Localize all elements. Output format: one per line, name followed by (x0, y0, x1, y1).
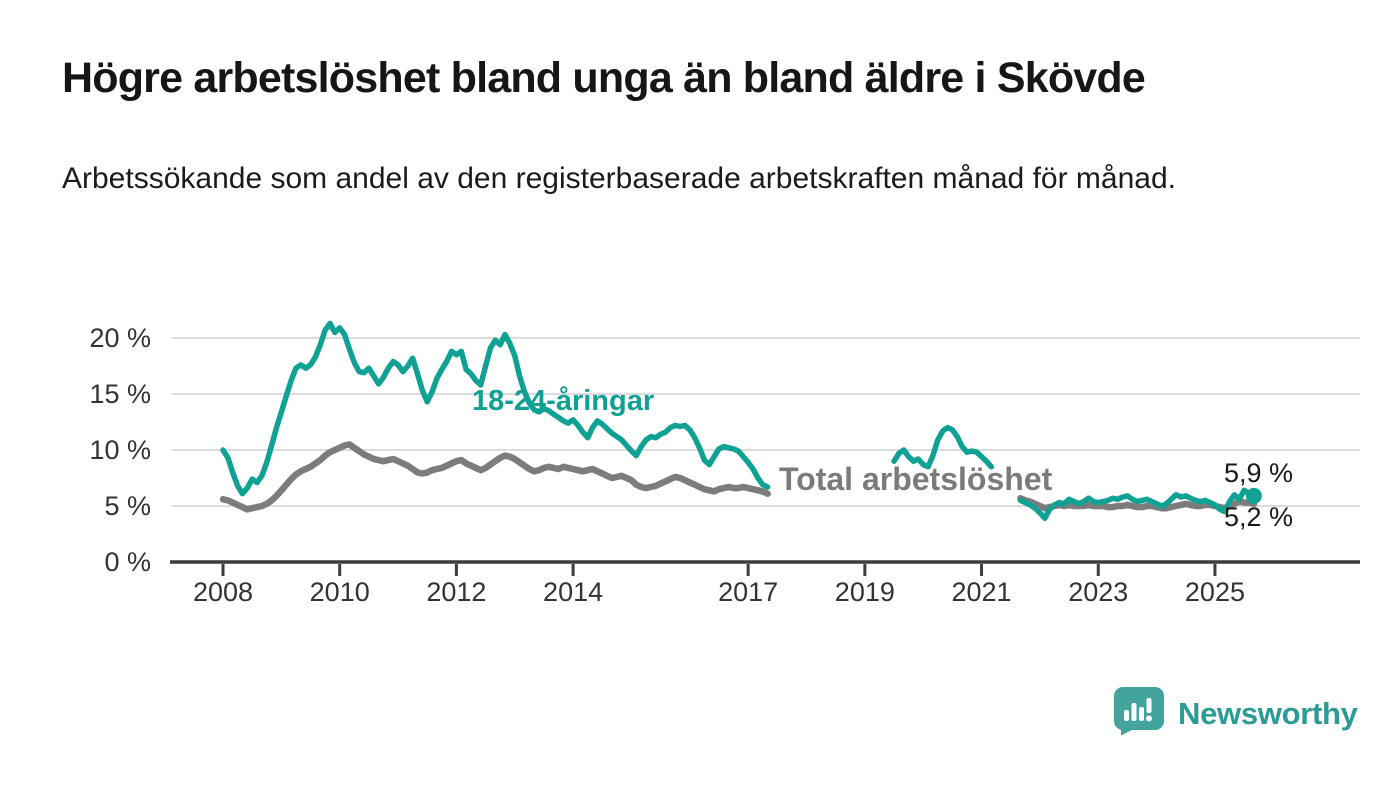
x-tick-label: 2023 (1068, 577, 1128, 607)
series-label-total: Total arbetslöshet (779, 461, 1053, 497)
y-tick-label: 10 % (89, 435, 151, 465)
x-tick-label: 2014 (543, 577, 603, 607)
x-tick-label: 2017 (718, 577, 778, 607)
logo-text: Newsworthy (1178, 695, 1358, 731)
y-tick-label: 5 % (104, 491, 151, 521)
x-tick-label: 2025 (1185, 577, 1245, 607)
end-dot-youth (1245, 487, 1262, 504)
page-subtitle: Arbetssökande som andel av den registerb… (62, 162, 1176, 195)
page-title: Högre arbetslöshet bland unga än bland ä… (62, 54, 1146, 102)
x-tick-label: 2021 (952, 577, 1012, 607)
x-tick-label: 2012 (426, 577, 486, 607)
newsworthy-speech-bubble-chart-icon (1113, 686, 1165, 741)
y-tick-label: 0 % (104, 547, 151, 577)
x-tick-label: 2010 (310, 577, 370, 607)
series-label-youth: 18-24-åringar (472, 385, 655, 417)
y-tick-label: 15 % (89, 379, 151, 409)
end-value-label-youth: 5,9 % (1224, 458, 1294, 488)
x-tick-label: 2008 (193, 577, 253, 607)
newsworthy-logo: Newsworthy (1113, 686, 1358, 741)
chart-line-youth (220, 320, 1257, 522)
end-value-label-total: 5,2 % (1224, 502, 1294, 532)
x-tick-label: 2019 (835, 577, 895, 607)
y-tick-label: 20 % (89, 323, 151, 353)
